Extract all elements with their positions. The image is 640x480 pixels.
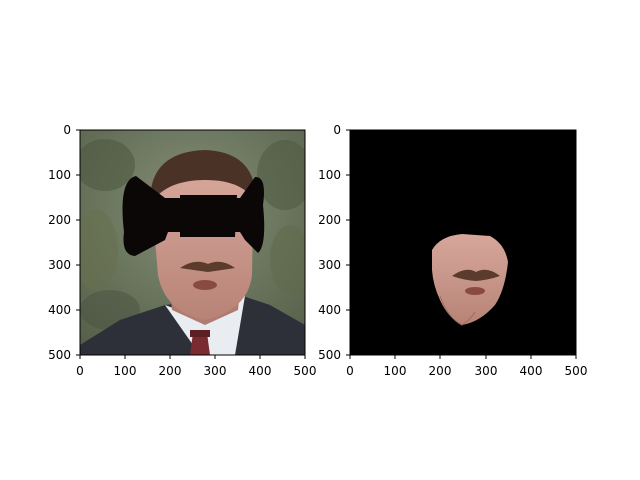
left-y-tick-label: 200 (48, 213, 71, 227)
right-x-tick-label: 0 (346, 364, 354, 378)
left-y-tick-label: 300 (48, 258, 71, 272)
right-x-tick-label: 200 (429, 364, 452, 378)
left-x-tick-label: 0 (76, 364, 84, 378)
right-y-tick-label: 500 (318, 348, 341, 362)
right-x-tick-label: 400 (520, 364, 543, 378)
left-x-tick-label: 200 (159, 364, 182, 378)
right-image-panel: 0 100 200 300 400 500 0 100 200 300 400 … (318, 123, 587, 378)
left-photo (80, 130, 305, 355)
right-axes-frame (349, 129, 577, 356)
right-y-tick-labels: 0 100 200 300 400 500 (318, 123, 341, 362)
left-x-tick-label: 100 (114, 364, 137, 378)
right-x-ticks (349, 355, 577, 359)
left-y-tick-label: 0 (63, 123, 71, 137)
right-y-ticks (346, 129, 350, 356)
left-x-ticks (79, 355, 306, 359)
left-y-ticks (76, 129, 80, 356)
right-x-tick-label: 500 (565, 364, 588, 378)
right-x-tick-label: 300 (475, 364, 498, 378)
right-y-tick-label: 400 (318, 303, 341, 317)
left-axes-frame (79, 129, 306, 356)
left-y-tick-label: 500 (48, 348, 71, 362)
left-x-tick-label: 500 (294, 364, 317, 378)
right-x-tick-labels: 0 100 200 300 400 500 (346, 364, 587, 378)
right-y-tick-label: 0 (333, 123, 341, 137)
left-y-tick-label: 400 (48, 303, 71, 317)
left-x-tick-label: 400 (249, 364, 272, 378)
right-y-tick-label: 300 (318, 258, 341, 272)
right-photo (350, 130, 576, 355)
left-x-tick-labels: 0 100 200 300 400 500 (76, 364, 316, 378)
left-y-tick-label: 100 (48, 168, 71, 182)
right-x-tick-label: 100 (384, 364, 407, 378)
left-image-panel: 0 100 200 300 400 500 0 100 200 300 400 … (48, 123, 316, 378)
left-y-tick-labels: 0 100 200 300 400 500 (48, 123, 71, 362)
right-y-tick-label: 100 (318, 168, 341, 182)
right-y-tick-label: 200 (318, 213, 341, 227)
left-x-tick-label: 300 (204, 364, 227, 378)
